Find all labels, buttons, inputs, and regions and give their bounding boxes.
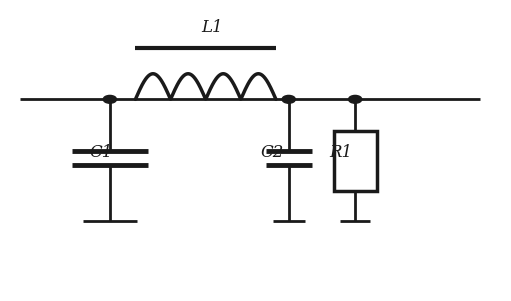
- Circle shape: [103, 95, 117, 103]
- Circle shape: [282, 95, 295, 103]
- Bar: [334, 131, 377, 191]
- Text: C1: C1: [89, 144, 113, 160]
- Circle shape: [349, 95, 362, 103]
- Text: C2: C2: [260, 144, 284, 160]
- Text: L1: L1: [201, 19, 223, 36]
- Text: R1: R1: [330, 144, 353, 160]
